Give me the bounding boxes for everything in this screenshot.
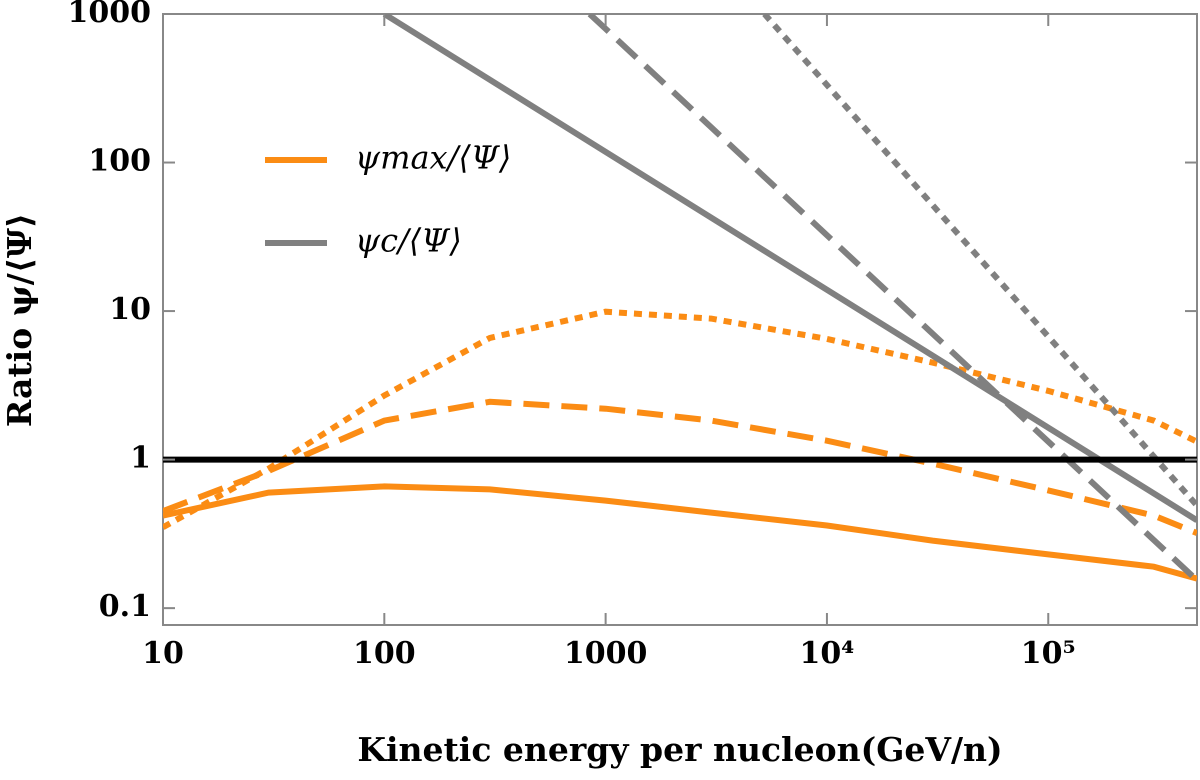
series-line <box>163 308 1197 530</box>
plot-frame <box>162 13 1198 626</box>
plot-lines <box>163 14 1197 583</box>
series-line <box>587 14 1197 583</box>
x-tick-label: 100 <box>353 636 416 671</box>
series-line <box>762 14 1197 508</box>
y-tick-label: 1000 <box>68 0 152 30</box>
x-tick-label: 10 <box>142 636 184 671</box>
y-axis-label: Ratio ψ/⟨Ψ⟩ <box>0 213 39 427</box>
x-tick-label: 1000 <box>564 636 648 671</box>
series-line <box>382 14 1197 523</box>
series-line <box>163 398 1197 536</box>
y-tick-label: 0.1 <box>99 589 151 624</box>
series-line <box>163 483 1197 582</box>
legend-label: ψc/⟨Ψ⟩ <box>355 222 462 260</box>
x-axis-label: Kinetic energy per nucleon(GeV/n) <box>357 730 1002 769</box>
legend-label: ψmax/⟨Ψ⟩ <box>355 139 511 177</box>
x-tick-label: 10⁵ <box>1021 636 1076 671</box>
y-tick-label: 10 <box>109 292 151 327</box>
y-tick-label: 1 <box>130 441 151 476</box>
x-tick-label: 10⁴ <box>799 636 854 671</box>
y-tick-label: 100 <box>88 144 151 179</box>
